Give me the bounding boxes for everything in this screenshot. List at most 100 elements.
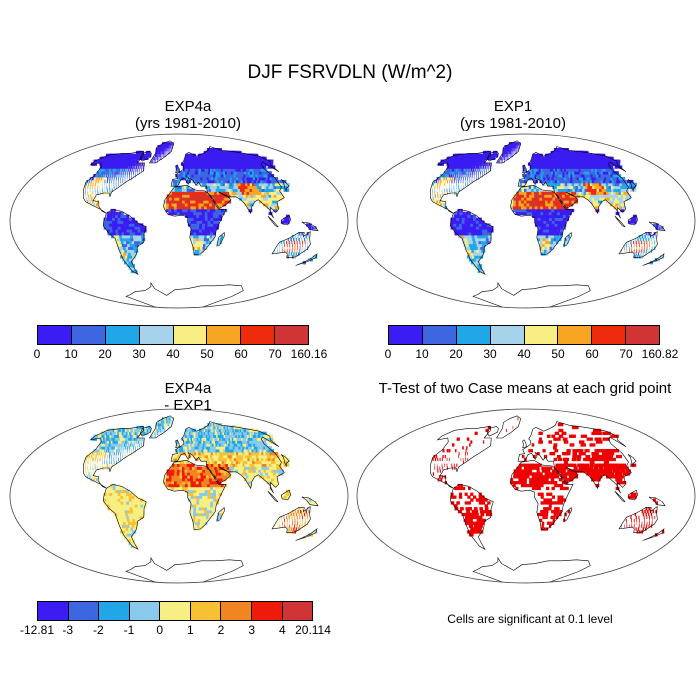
map-cell (129, 507, 134, 511)
map-cell (266, 475, 272, 479)
map-cell (235, 463, 240, 467)
map-cell (627, 240, 629, 245)
map-cell (195, 197, 199, 201)
map-cell (128, 165, 131, 169)
map-cell (468, 235, 473, 239)
map-cell (502, 156, 504, 160)
map-cell (544, 243, 548, 247)
map-cell (462, 229, 466, 233)
map-cell (85, 463, 86, 467)
map-cell (186, 446, 190, 450)
map-cell (524, 177, 527, 181)
map-cell (202, 492, 206, 496)
map-cell (444, 188, 445, 192)
map-panel-exp4a (9, 133, 349, 309)
map-cell (266, 206, 271, 210)
map-cell (273, 483, 278, 488)
map-cell (127, 443, 130, 447)
map-cell (121, 171, 123, 175)
map-cell (304, 521, 306, 525)
map-cell (126, 515, 130, 520)
map-cell (469, 255, 474, 259)
map-cell (543, 179, 548, 184)
map-cell (112, 501, 116, 505)
map-cell (201, 478, 205, 482)
map-cell (651, 246, 653, 250)
map-cell (185, 434, 188, 438)
map-cell (479, 255, 484, 259)
map-cell (215, 483, 219, 488)
map-cell (538, 188, 542, 192)
map-cell (114, 492, 118, 496)
map-cell (108, 440, 112, 444)
map-cell (244, 188, 250, 192)
map-cell (521, 206, 525, 210)
map-cell (560, 188, 565, 192)
colorbar-swatch (626, 326, 659, 344)
map-cell (182, 211, 186, 216)
map-cell (244, 203, 249, 207)
map-cell (282, 185, 289, 189)
map-cell (586, 188, 592, 192)
map-cell (140, 507, 145, 511)
map-cell (187, 440, 191, 444)
map-cell (559, 211, 564, 216)
map-cell (176, 486, 180, 491)
map-cell (90, 454, 93, 459)
map-cell (170, 145, 171, 149)
map-cell (230, 194, 235, 198)
map-cell (137, 232, 142, 236)
map-cell (201, 454, 205, 459)
map-cell (133, 437, 136, 441)
map-cell (189, 177, 193, 181)
map-cell (199, 179, 203, 184)
map-cell (118, 449, 120, 453)
map-cell (141, 510, 145, 514)
map-cell (99, 174, 102, 178)
map-cell (107, 177, 109, 181)
map-cell (454, 171, 457, 175)
map-cell (164, 150, 166, 155)
map-cell (120, 527, 126, 531)
map-cell (436, 191, 438, 195)
map-cell (551, 191, 555, 195)
map-cell (179, 191, 183, 195)
map-cell (119, 518, 124, 522)
map-cell (239, 197, 244, 201)
map-cell (280, 515, 282, 520)
map-cell (114, 174, 116, 178)
map-cell (546, 214, 550, 218)
map-cell (207, 492, 211, 496)
map-cell (609, 203, 615, 207)
map-cell (185, 454, 189, 459)
map-cell (554, 185, 559, 189)
map-cell (214, 466, 218, 470)
map-cell (245, 475, 250, 479)
map-cell (518, 200, 522, 204)
map-cell (239, 191, 244, 195)
map-cell (179, 475, 183, 479)
map-cell (548, 208, 552, 213)
map-cell (542, 168, 546, 172)
map-cell (634, 237, 637, 242)
map-cell (220, 463, 225, 467)
map-cell (544, 174, 548, 178)
map-cell (238, 194, 243, 198)
map-cell (275, 481, 280, 485)
coastline-eurasia (517, 146, 632, 219)
map-cell (130, 237, 135, 242)
map-cell (311, 501, 314, 505)
map-cell (515, 200, 519, 204)
map-cell (629, 185, 636, 189)
map-cell (132, 255, 137, 259)
map-cell (640, 252, 642, 256)
map-cell (174, 194, 178, 198)
map-cell (241, 197, 247, 201)
map-cell (92, 466, 94, 470)
map-cell (186, 440, 189, 444)
map-cell (540, 235, 544, 239)
map-cell (591, 203, 596, 207)
map-cell (190, 481, 194, 485)
map-cell (197, 449, 201, 453)
map-cell (204, 489, 208, 493)
